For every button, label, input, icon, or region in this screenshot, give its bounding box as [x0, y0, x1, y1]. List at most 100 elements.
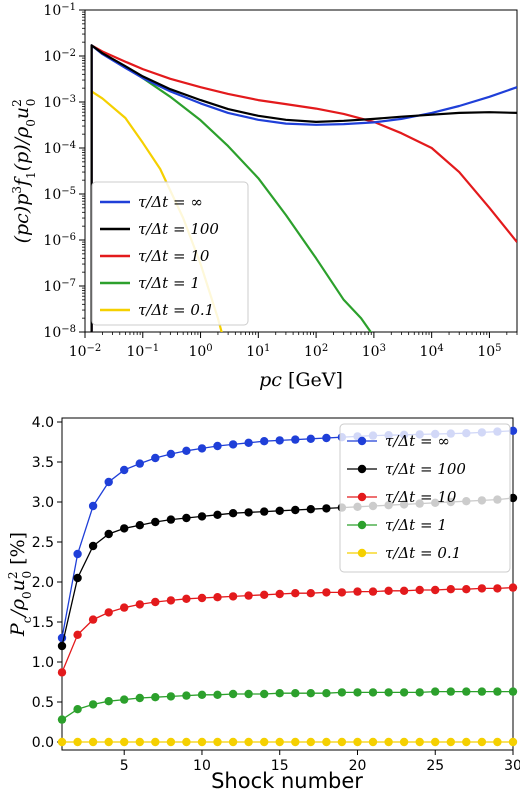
- data-point: [151, 737, 160, 747]
- y-tick-label: 0.0: [32, 735, 54, 751]
- data-point: [166, 515, 176, 524]
- data-point: [88, 700, 98, 709]
- x-tick-label: 101: [246, 343, 270, 361]
- data-point: [275, 436, 284, 445]
- data-point: [244, 737, 253, 747]
- data-point: [228, 592, 238, 601]
- x-tick-label: 100: [188, 343, 212, 361]
- data-point: [508, 737, 518, 747]
- y-tick-label: 2.5: [32, 535, 54, 551]
- bottom-legend: τ/Δt = ∞ τ/Δt = 100 τ/Δt = 10 τ/Δt = 1 τ/Δt …: [339, 423, 511, 573]
- data-point: [182, 513, 191, 523]
- data-point: [477, 687, 487, 696]
- data-point: [306, 689, 315, 698]
- series-line-3: [61, 690, 513, 721]
- y-tick-label: 10−4: [43, 140, 76, 158]
- data-point: [135, 737, 144, 747]
- legend-label: τ/Δt = 0.1: [138, 301, 214, 319]
- data-point: [291, 435, 300, 444]
- data-point: [260, 689, 269, 699]
- data-point: [197, 444, 207, 453]
- legend-swatch-marker: [357, 520, 367, 530]
- data-point: [384, 737, 393, 747]
- data-point: [446, 737, 455, 747]
- data-point: [399, 737, 409, 747]
- y-tick-label: 1.5: [32, 615, 54, 631]
- data-point: [228, 440, 238, 449]
- y-tick-label: 4.0: [32, 415, 54, 431]
- top-plot-frame: [84, 9, 518, 333]
- y-tick-label: 10−2: [43, 48, 76, 66]
- data-point: [415, 688, 424, 697]
- data-point: [508, 493, 518, 503]
- y-tick-label: 2.0: [32, 575, 54, 591]
- data-point: [228, 689, 238, 699]
- data-point: [431, 687, 440, 696]
- data-point: [415, 737, 424, 747]
- data-point: [151, 597, 160, 607]
- data-point: [104, 529, 113, 539]
- series-line-1: [90, 44, 517, 332]
- data-point: [493, 584, 502, 593]
- data-point: [228, 509, 238, 518]
- data-point: [73, 573, 82, 583]
- y-tick-label: 3.0: [32, 495, 54, 511]
- data-point: [104, 737, 113, 747]
- data-point: [228, 737, 238, 747]
- legend-box: [91, 181, 249, 326]
- data-point: [431, 737, 440, 747]
- top-y-axis-label: (pc)p3f1(p)/ρ0u20: [10, 99, 38, 244]
- x-tick-label: 104: [420, 343, 444, 361]
- top-panel: 10−2 10−1 100 101 102 103 104 105 10−110−210−31…: [10, 2, 518, 391]
- data-point: [306, 505, 315, 514]
- data-point: [120, 465, 129, 475]
- top-series-lines: [90, 44, 517, 332]
- data-point: [88, 615, 98, 624]
- data-point: [213, 441, 222, 451]
- x-tick-label: 15: [271, 758, 289, 774]
- data-point: [260, 507, 269, 516]
- data-point: [306, 737, 315, 747]
- x-tick-label: 10−2: [69, 343, 102, 361]
- x-tick-label: 102: [304, 343, 328, 361]
- data-point: [135, 459, 144, 468]
- data-point: [244, 591, 253, 600]
- data-point: [166, 596, 176, 605]
- data-point: [213, 737, 222, 747]
- data-point: [57, 737, 67, 747]
- y-tick-label: 10−6: [43, 232, 76, 250]
- y-tick-label: 10−1: [43, 2, 76, 20]
- data-point: [462, 585, 471, 594]
- legend-swatch-marker: [357, 548, 367, 558]
- data-point: [275, 589, 284, 599]
- legend-swatch-marker: [357, 464, 367, 474]
- data-point: [73, 630, 82, 639]
- data-point: [88, 501, 98, 511]
- data-point: [353, 587, 362, 596]
- bottom-x-axis: 5 10 15 20 25 30: [120, 750, 520, 774]
- data-point: [182, 446, 191, 455]
- data-point: [166, 692, 176, 701]
- data-point: [291, 737, 300, 747]
- data-point: [120, 695, 129, 704]
- series-line-0: [90, 44, 517, 332]
- legend-swatch-marker: [357, 492, 367, 502]
- y-tick-label: 10−5: [43, 186, 76, 204]
- x-tick-label: 103: [362, 343, 386, 361]
- data-point: [166, 449, 176, 459]
- data-point: [213, 510, 222, 519]
- legend-box: [339, 423, 511, 573]
- data-point: [197, 737, 207, 747]
- data-point: [291, 689, 300, 698]
- data-point: [368, 587, 378, 596]
- bottom-x-axis-label: Shock number: [211, 769, 363, 793]
- data-point: [260, 590, 269, 599]
- data-point: [57, 641, 67, 651]
- data-point: [182, 594, 191, 603]
- top-x-axis-label: pc [GeV]: [259, 369, 343, 391]
- bottom-y-axis-label: Pc/ρ0u20[%]: [6, 532, 34, 637]
- data-point: [337, 688, 347, 697]
- x-tick-label: 105: [477, 343, 501, 361]
- data-point: [197, 690, 207, 699]
